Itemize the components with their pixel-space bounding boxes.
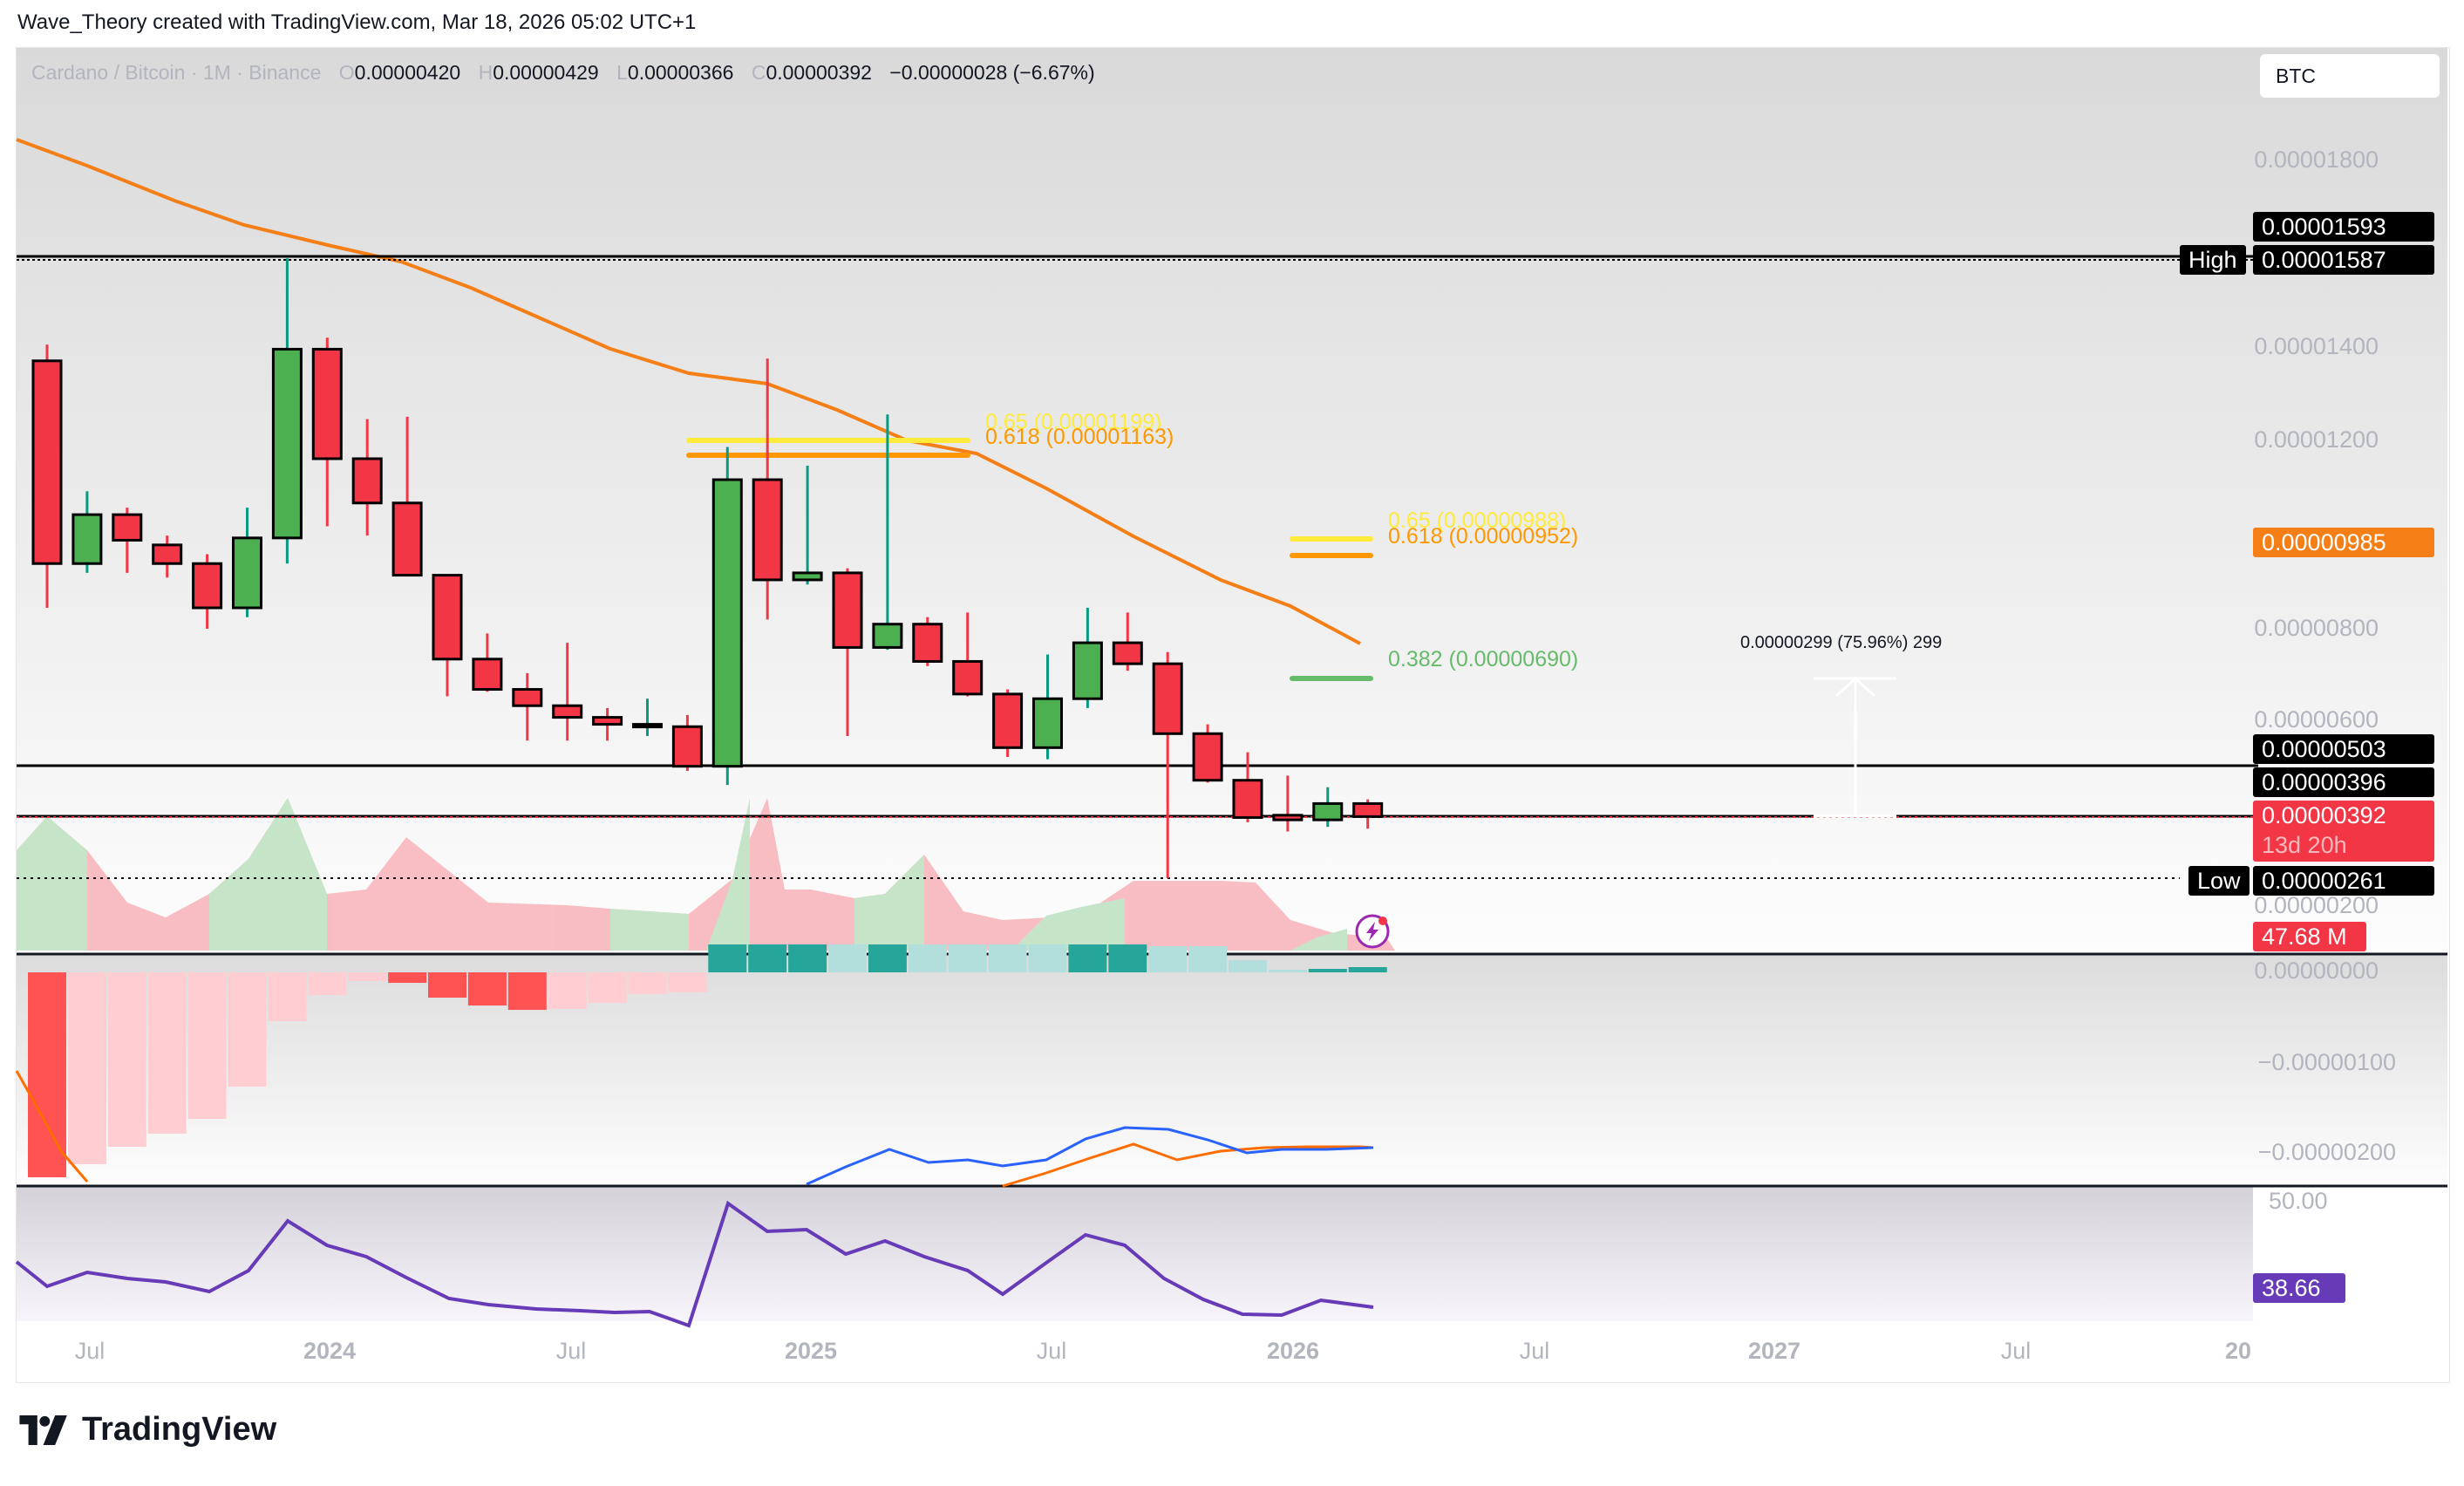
macd-tick: 0.00000000: [2254, 958, 2379, 984]
close-value: 0.00000392: [766, 61, 872, 84]
time-tick: Jul: [555, 1338, 587, 1364]
ema-tag: 0.00000985: [2253, 528, 2434, 557]
volume-area: [17, 798, 1395, 951]
candle: [271, 347, 303, 540]
low-tag: 0.00000261: [2253, 866, 2434, 896]
time-tick: 2024: [303, 1338, 357, 1364]
price-tick: 0.00000600: [2254, 706, 2379, 733]
low-label: Low: [2188, 866, 2250, 896]
main-pane: [17, 48, 2447, 953]
high-label: High: [2180, 245, 2246, 275]
candle: [152, 543, 183, 565]
rsi-value-tag: 38.66: [2253, 1273, 2345, 1303]
price-tick: 0.00000200: [2254, 892, 2379, 918]
macd-line-lower: [1002, 1142, 1374, 1188]
candle: [632, 723, 663, 729]
candle: [671, 725, 703, 768]
level-tag: 0.00001593: [2253, 212, 2434, 242]
candle: [31, 359, 63, 565]
candle: [1112, 641, 1143, 665]
measure-label: 0.00000299 (75.96%) 299: [1740, 633, 1943, 652]
level-tag: 0.00000503: [2253, 734, 2434, 764]
macd-tick: −0.00000200: [2257, 1139, 2396, 1165]
candle: [1152, 662, 1183, 735]
candle: [992, 692, 1024, 749]
candle: [192, 562, 223, 610]
high-value: 0.00000429: [493, 61, 599, 84]
time-tick: Jul: [1036, 1338, 1067, 1364]
time-tick: Jul: [1519, 1338, 1550, 1364]
candle: [311, 347, 343, 460]
tradingview-logo[interactable]: TradingView: [19, 1411, 276, 1449]
time-tick: 2026: [1266, 1338, 1320, 1364]
high-tag: 0.00001587: [2253, 245, 2434, 275]
candle: [472, 658, 503, 692]
macd-tick: −0.00000100: [2257, 1049, 2396, 1075]
candle: [512, 688, 543, 707]
candle: [112, 513, 143, 542]
last-price-tag: 0.00000392 13d 20h: [2253, 801, 2434, 862]
candle: [1072, 641, 1103, 700]
candle: [872, 623, 903, 649]
candle: [552, 704, 583, 719]
time-tick: Jul: [2000, 1338, 2032, 1364]
time-tick: 20: [2224, 1338, 2252, 1364]
currency-button[interactable]: BTC: [2260, 54, 2440, 98]
price-tick: 0.00001400: [2254, 333, 2379, 359]
macd-line: [806, 1126, 1374, 1186]
candle: [792, 571, 823, 582]
fib-label: 0.618 (0.00001163): [985, 425, 1174, 449]
candle: [1312, 801, 1344, 821]
candle: [952, 659, 984, 696]
candle: [1192, 732, 1223, 782]
rsi-line: [15, 1200, 1374, 1328]
rsi-tick: 50.00: [2269, 1188, 2328, 1214]
symbol-name: Cardano / Bitcoin · 1M · Binance: [31, 61, 322, 84]
candle: [592, 716, 623, 726]
candle: [912, 623, 943, 663]
measure-arrow[interactable]: [1814, 676, 1896, 818]
symbol-legend[interactable]: Cardano / Bitcoin · 1M · Binance O0.0000…: [31, 61, 1095, 84]
tradingview-logo-icon: [19, 1414, 67, 1445]
price-tick: 0.00000800: [2254, 615, 2379, 641]
candle: [1272, 814, 1303, 821]
macd-histogram: [28, 944, 1387, 1177]
candlesticks: [31, 258, 1384, 878]
candle: [71, 513, 103, 565]
macd-signal-line: [15, 1070, 89, 1183]
candle: [1232, 779, 1263, 819]
fib-label: 0.382 (0.00000690): [1388, 647, 1579, 671]
change-value: −0.00000028 (−6.67%): [889, 61, 1095, 84]
price-tick: 0.00001200: [2254, 426, 2379, 453]
chart-credit: Wave_Theory created with TradingView.com…: [17, 10, 697, 34]
countdown: 13d 20h: [2262, 832, 2347, 858]
time-tick: 2027: [1747, 1338, 1801, 1364]
lightning-icon[interactable]: [1355, 914, 1390, 949]
candle: [752, 478, 783, 582]
candle: [832, 571, 863, 649]
open-value: 0.00000420: [354, 61, 461, 84]
candle: [711, 478, 743, 768]
time-tick: Jul: [74, 1338, 106, 1364]
candle: [1032, 697, 1063, 749]
ema-line: [16, 138, 1361, 645]
candle: [1352, 801, 1384, 818]
fib-label: 0.65 (0.00000988): [1388, 508, 1567, 533]
low-value: 0.00000366: [627, 61, 734, 84]
fib-label: 0.65 (0.00001199): [985, 410, 1162, 434]
time-tick: 2025: [784, 1338, 838, 1364]
candle: [432, 574, 463, 661]
volume-tag: 47.68 M: [2253, 922, 2366, 951]
level-tag: 0.00000396: [2253, 767, 2434, 797]
candle: [391, 501, 423, 577]
candle: [232, 536, 262, 610]
fib-label: 0.618 (0.00000952): [1388, 524, 1579, 549]
candle: [351, 457, 383, 505]
price-tick: 0.00001800: [2254, 147, 2379, 173]
